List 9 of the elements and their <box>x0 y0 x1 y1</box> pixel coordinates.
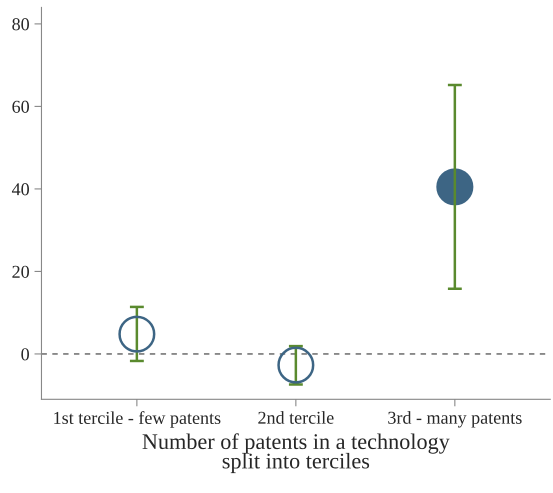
y-tick-label: 40 <box>12 183 29 196</box>
y-tick-label: 60 <box>12 100 29 113</box>
y-tick-label: 0 <box>21 348 29 360</box>
y-tick-label: 80 <box>12 18 29 30</box>
x-tick-label: 2nd tercile <box>258 411 334 424</box>
x-axis-title: Number of patents in a technology split into terciles <box>142 433 450 474</box>
x-tick-label: 3rd - many patents <box>388 411 522 428</box>
x-tick-label: 1st tercile - few patents <box>54 411 220 428</box>
y-tick-label: 20 <box>12 266 29 278</box>
